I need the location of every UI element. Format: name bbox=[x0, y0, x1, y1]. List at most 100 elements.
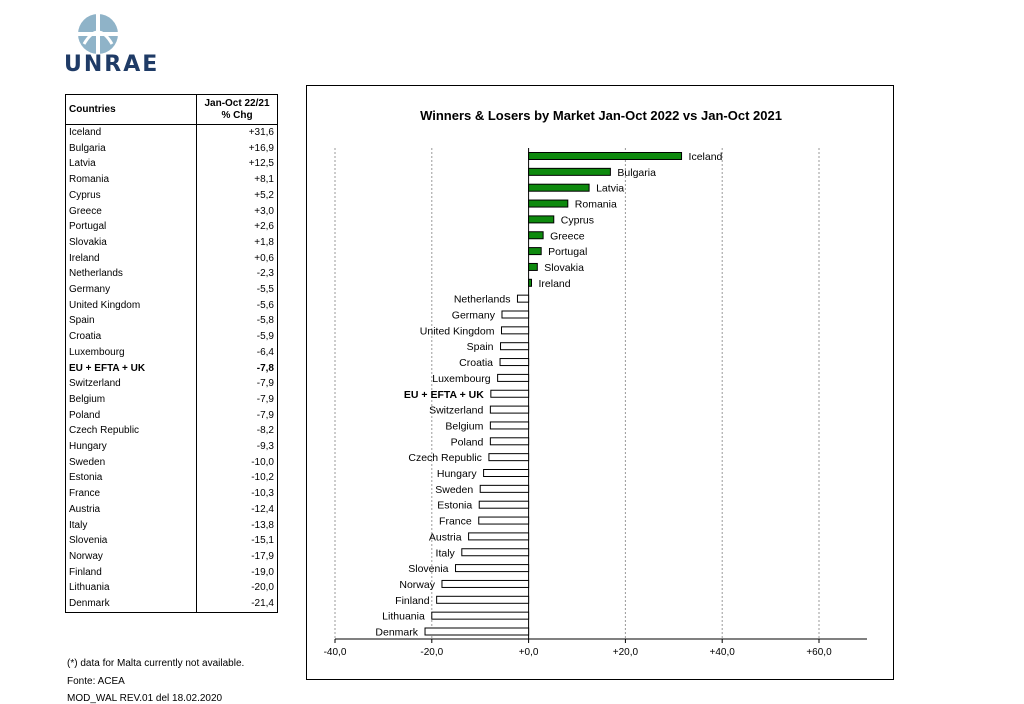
table-row: Greece +3,0 bbox=[65, 203, 278, 220]
bar-label: Austria bbox=[429, 531, 462, 543]
bar-luxembourg bbox=[497, 373, 530, 382]
bar-croatia bbox=[499, 358, 530, 367]
bar-chart: Winners & Losers by Market Jan-Oct 2022 … bbox=[324, 108, 867, 658]
bar-norway bbox=[441, 579, 530, 588]
change-cell: +12,5 bbox=[196, 156, 278, 173]
change-cell: -12,4 bbox=[196, 501, 278, 518]
bar-cyprus bbox=[528, 215, 555, 224]
bar-label: Slovakia bbox=[544, 262, 584, 274]
country-cell: Greece bbox=[65, 203, 197, 220]
change-cell: -6,4 bbox=[196, 344, 278, 361]
country-cell: EU + EFTA + UK bbox=[65, 360, 197, 377]
table-row: Bulgaria +16,9 bbox=[65, 140, 278, 157]
country-cell: Germany bbox=[65, 282, 197, 298]
bar-portugal bbox=[528, 247, 542, 256]
bar-label: Greece bbox=[550, 230, 585, 242]
country-cell: Latvia bbox=[65, 156, 197, 173]
country-cell: Bulgaria bbox=[65, 140, 197, 157]
change-cell: -19,0 bbox=[196, 564, 278, 581]
table-body: Iceland +31,6 Bulgaria +16,9 Latvia +12,5 Roma… bbox=[65, 124, 278, 613]
country-cell: Croatia bbox=[65, 329, 197, 345]
country-cell: Lithuania bbox=[65, 580, 197, 597]
change-cell: -10,2 bbox=[196, 470, 278, 487]
change-cell: -9,3 bbox=[196, 439, 278, 455]
x-tick-label: +60,0 bbox=[806, 647, 832, 658]
bar-estonia bbox=[478, 500, 530, 509]
bar-label: Romania bbox=[575, 199, 617, 211]
header-countries: Countries bbox=[65, 94, 197, 125]
bar-label: Finland bbox=[395, 595, 430, 607]
bar-label: Italy bbox=[436, 547, 456, 559]
bar-romania bbox=[528, 199, 569, 208]
bar-italy bbox=[461, 548, 530, 557]
bar-spain bbox=[500, 342, 530, 351]
table-row: Germany -5,5 bbox=[65, 282, 278, 298]
bar-label: Switzerland bbox=[429, 405, 483, 417]
x-tick-label: +20,0 bbox=[613, 647, 639, 658]
change-cell: +3,0 bbox=[196, 203, 278, 220]
bar-label: Lithuania bbox=[382, 611, 425, 623]
bar-label: Cyprus bbox=[561, 214, 594, 226]
table-row: France -10,3 bbox=[65, 486, 278, 502]
change-cell: -7,8 bbox=[196, 360, 278, 377]
country-cell: Hungary bbox=[65, 439, 197, 455]
bar-label: Croatia bbox=[459, 357, 493, 369]
table-row: Lithuania -20,0 bbox=[65, 580, 278, 597]
table-row: Switzerland -7,9 bbox=[65, 376, 278, 392]
bar-label: Iceland bbox=[689, 151, 723, 163]
country-cell: Romania bbox=[65, 172, 197, 188]
bar-germany bbox=[501, 310, 530, 319]
bar-greece bbox=[528, 231, 544, 240]
change-cell: -21,4 bbox=[196, 596, 278, 613]
footnote: (*) data for Malta currently not availab… bbox=[67, 658, 245, 669]
table-row: Luxembourg -6,4 bbox=[65, 344, 278, 361]
model-note: MOD_WAL REV.01 del 18.02.2020 bbox=[67, 693, 223, 704]
change-cell: +16,9 bbox=[196, 140, 278, 157]
x-tick-label: -40,0 bbox=[324, 647, 347, 658]
table-row: Ireland +0,6 bbox=[65, 250, 278, 267]
bar-label: Netherlands bbox=[454, 294, 511, 306]
table-row: Cyprus +5,2 bbox=[65, 187, 278, 204]
bar-netherlands bbox=[516, 294, 530, 303]
bar-bulgaria bbox=[528, 167, 611, 176]
change-cell: +8,1 bbox=[196, 172, 278, 188]
change-cell: -5,6 bbox=[196, 297, 278, 314]
bar-label: Sweden bbox=[435, 484, 473, 496]
bar-label: Latvia bbox=[596, 183, 624, 195]
change-cell: -10,0 bbox=[196, 454, 278, 471]
country-cell: Estonia bbox=[65, 470, 197, 487]
source-note: Fonte: ACEA bbox=[67, 676, 125, 687]
bar-latvia bbox=[528, 183, 590, 192]
change-cell: -8,2 bbox=[196, 423, 278, 440]
bar-belgium bbox=[489, 421, 530, 430]
country-cell: Norway bbox=[65, 548, 197, 565]
unrae-logo-icon bbox=[78, 14, 118, 54]
change-cell: -7,9 bbox=[196, 376, 278, 392]
change-cell: -15,1 bbox=[196, 533, 278, 549]
country-cell: Finland bbox=[65, 564, 197, 581]
country-cell: Switzerland bbox=[65, 376, 197, 392]
bar-finland bbox=[436, 595, 530, 604]
country-cell: United Kingdom bbox=[65, 297, 197, 314]
bar-label: Estonia bbox=[437, 500, 472, 512]
bar-label: Hungary bbox=[437, 468, 477, 480]
country-cell: Poland bbox=[65, 407, 197, 424]
change-cell: -20,0 bbox=[196, 580, 278, 597]
country-cell: Slovakia bbox=[65, 234, 197, 251]
country-cell: France bbox=[65, 486, 197, 502]
bar-sweden bbox=[479, 484, 530, 493]
table-row: EU + EFTA + UK -7,8 bbox=[65, 360, 278, 377]
country-cell: Belgium bbox=[65, 391, 197, 408]
table-row: Latvia +12,5 bbox=[65, 156, 278, 173]
bar-label: France bbox=[439, 516, 472, 528]
country-cell: Denmark bbox=[65, 596, 197, 613]
change-cell: +5,2 bbox=[196, 187, 278, 204]
bar-label: Czech Republic bbox=[408, 452, 482, 464]
bar-label: EU + EFTA + UK bbox=[404, 389, 484, 401]
bar-label: Germany bbox=[452, 310, 496, 322]
header-chg-line2: % Chg bbox=[221, 109, 253, 121]
bar-united-kingdom bbox=[500, 326, 530, 335]
change-cell: -7,9 bbox=[196, 391, 278, 408]
table-row: Belgium -7,9 bbox=[65, 391, 278, 408]
bar-label: Slovenia bbox=[408, 563, 448, 575]
